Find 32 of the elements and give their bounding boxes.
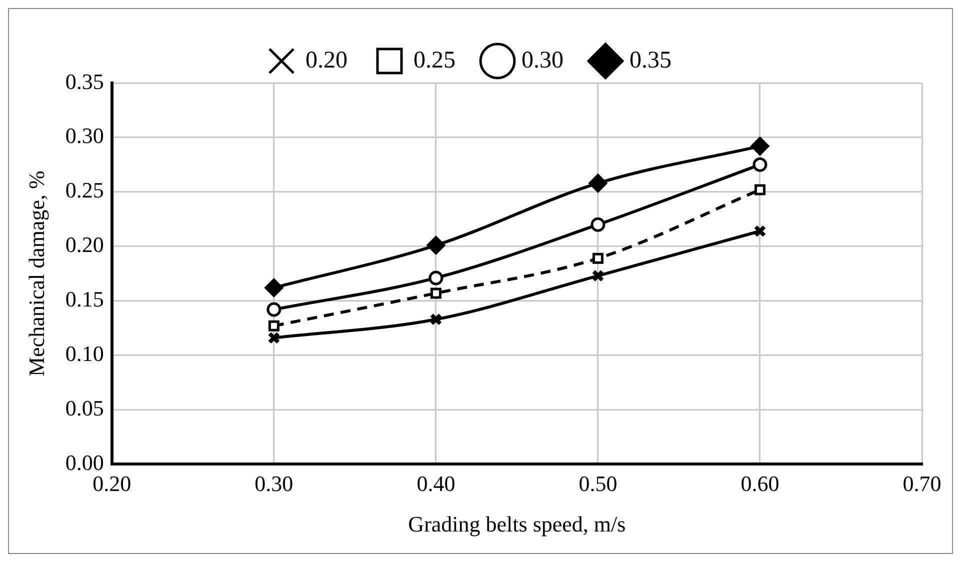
point [428,270,444,286]
y-tick-label: 0.25 [65,178,104,203]
point [754,184,766,196]
x-tick-label: 0.60 [740,471,780,496]
point [592,252,604,264]
point [590,217,606,232]
point [592,270,604,282]
point [752,157,768,172]
x-tick-label: 0.40 [416,471,456,496]
x-axis-title: Grading belts speed, m/s [408,512,626,537]
y-tick-label: 0.35 [65,68,104,94]
x-tick-label: 0.70 [902,471,942,496]
point [430,313,442,326]
point [266,302,282,317]
y-tick-label: 0.05 [65,396,104,421]
point [430,288,442,299]
x-tick-label: 0.50 [578,471,618,496]
legend-label: 0.30 [522,47,564,74]
point [750,136,770,156]
y-tick-label: 0.10 [65,341,104,366]
point [426,236,446,255]
legend-label: 0.20 [306,47,348,74]
y-tick-label: 0.15 [65,286,104,312]
y-axis-title: Mechanical damage, % [24,170,49,377]
y-tick-label: 0.30 [65,123,104,148]
legend-label: 0.35 [630,47,672,74]
y-tick-label: 0.20 [65,232,104,258]
point [268,320,280,332]
x-tick-label: 0.30 [254,471,294,496]
point [264,278,284,298]
point [588,174,608,192]
legend-label: 0.25 [414,47,456,74]
